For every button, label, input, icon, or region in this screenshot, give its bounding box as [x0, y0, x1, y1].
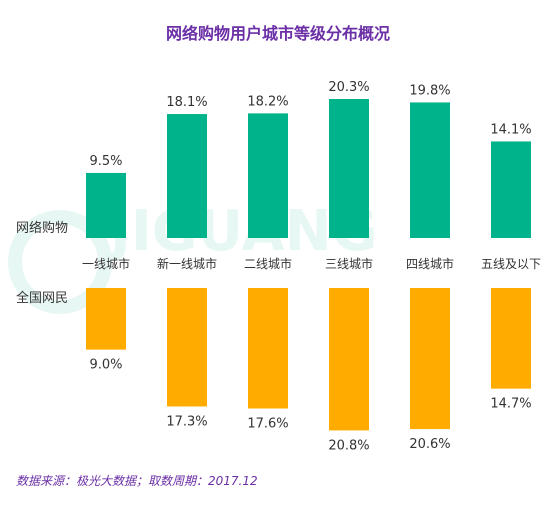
bar-online-shopping [410, 102, 450, 238]
data-label-national-netizens: 17.3% [166, 414, 207, 429]
bar-online-shopping [86, 172, 126, 238]
data-label-online-shopping: 9.5% [89, 154, 122, 169]
data-label-national-netizens: 20.8% [328, 438, 369, 453]
category-label: 三线城市 [325, 256, 373, 271]
category-label: 五线及以下 [481, 257, 541, 271]
category-label: 一线城市 [82, 256, 130, 271]
bar-national-netizens [410, 288, 450, 430]
series-label-national-netizens: 全国网民 [16, 290, 68, 306]
chart-title: 网络购物用户城市等级分布概况 [165, 24, 390, 43]
data-label-national-netizens: 9.0% [89, 358, 122, 373]
series-label-online-shopping: 网络购物 [16, 220, 68, 236]
category-label: 二线城市 [244, 256, 292, 271]
data-label-online-shopping: 19.8% [409, 83, 450, 98]
bar-national-netizens [248, 288, 288, 409]
data-label-online-shopping: 20.3% [328, 80, 369, 95]
series-national-netizens: 9.0% 17.3% 17.6% 20.8% 20.6% 14.7% [86, 288, 532, 453]
source-note: 数据来源：极光大数据；取数周期：2017.12 [16, 474, 258, 488]
category-label: 新一线城市 [157, 256, 217, 271]
data-label-national-netizens: 14.7% [490, 397, 531, 412]
bar-online-shopping [167, 114, 207, 238]
bar-online-shopping [248, 113, 288, 238]
bar-national-netizens [329, 288, 369, 431]
data-label-national-netizens: 17.6% [247, 417, 288, 432]
category-axis: 一线城市 新一线城市 二线城市 三线城市 四线城市 五线及以下 [82, 256, 541, 271]
bar-national-netizens [167, 288, 207, 407]
data-label-online-shopping: 18.2% [247, 94, 288, 109]
bar-national-netizens [491, 288, 531, 389]
bar-national-netizens [86, 288, 126, 350]
category-label: 四线城市 [406, 256, 454, 271]
series-online-shopping: 9.5% 18.1% 18.2% 20.3% 19.8% 14.1% [86, 80, 532, 238]
bar-online-shopping [329, 99, 369, 238]
bar-online-shopping [491, 141, 531, 238]
data-label-national-netizens: 20.6% [409, 437, 450, 452]
data-label-online-shopping: 14.1% [490, 122, 531, 137]
data-label-online-shopping: 18.1% [166, 95, 207, 110]
